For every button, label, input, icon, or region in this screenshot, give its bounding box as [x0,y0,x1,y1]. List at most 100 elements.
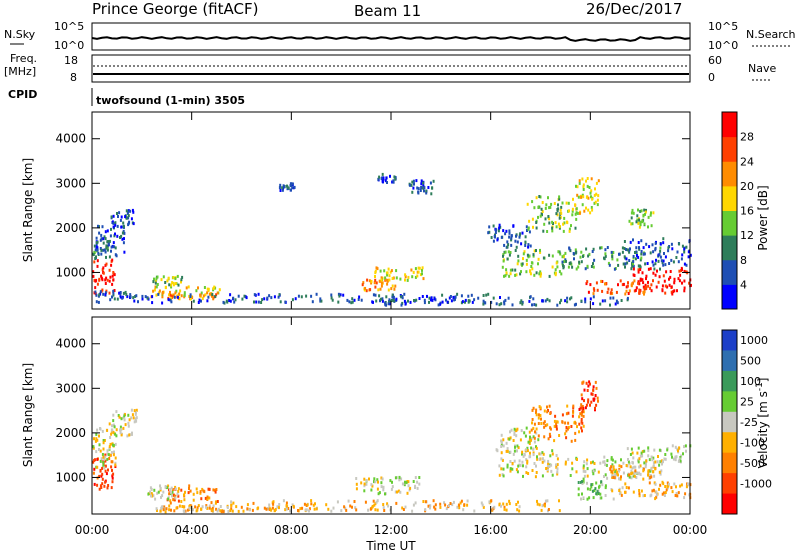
range-gate-cell [212,297,215,301]
range-gate-cell [590,195,592,199]
range-gate-cell [556,457,559,461]
range-gate-cell [101,288,104,292]
range-gate-cell [412,179,415,183]
range-gate-cell [164,281,167,284]
range-gate-cell [586,280,589,284]
range-gate-cell [368,477,370,481]
range-gate-cell [611,257,614,261]
range-gate-cell [561,262,564,266]
range-gate-cell [422,277,425,281]
range-gate-cell [506,240,509,244]
range-gate-cell [647,469,650,473]
range-gate-cell [232,296,235,300]
range-gate-cell [492,239,495,243]
range-gate-cell [92,253,95,257]
range-gate-cell [401,296,404,300]
range-gate-cell [98,443,101,447]
range-gate-cell [245,296,248,300]
range-gate-cell [413,299,415,302]
range-gate-cell [267,507,270,510]
range-gate-cell [581,406,584,410]
range-gate-cell [403,483,406,487]
range-gate-cell [510,238,513,242]
range-gate-cell [620,465,623,469]
range-gate-cell [683,445,685,449]
ytick-label: 4000 [55,337,86,351]
range-gate-cell [622,461,625,465]
range-gate-cell [102,455,105,459]
range-gate-cell [535,445,537,449]
range-gate-cell [108,279,111,283]
range-gate-cell [114,442,117,446]
range-gate-cell [385,278,387,282]
range-gate-cell [470,293,473,297]
range-gate-cell [105,289,108,293]
range-gate-cell [604,463,607,467]
range-gate-cell [585,462,588,466]
range-gate-cell [560,298,563,302]
range-gate-cell [210,501,213,505]
range-gate-cell [541,299,544,303]
range-gate-cell [173,295,176,299]
range-gate-cell [104,250,107,254]
range-gate-cell [313,507,316,511]
range-gate-cell [411,509,414,513]
range-gate-cell [227,510,230,513]
range-gate-cell [273,295,276,299]
range-gate-cell [564,251,567,255]
range-gate-cell [314,502,316,506]
range-gate-cell [508,499,511,503]
range-gate-cell [100,457,103,461]
range-gate-cell [533,440,536,444]
range-gate-cell [482,302,485,306]
range-gate-cell [628,473,631,477]
range-gate-cell [100,486,103,489]
range-gate-cell [101,482,104,486]
range-gate-cell [539,274,542,278]
range-gate-cell [449,295,452,298]
range-gate-cell [123,231,126,235]
range-gate-cell [589,191,592,195]
range-gate-cell [558,225,561,228]
range-gate-cell [174,487,177,491]
range-gate-cell [567,425,570,429]
range-gate-cell [102,439,105,442]
range-gate-cell [631,208,634,212]
range-gate-cell [170,300,173,304]
range-gate-cell [96,457,99,461]
range-gate-cell [500,443,503,447]
range-gate-cell [637,241,640,244]
range-gate-cell [673,482,676,486]
range-gate-cell [416,274,419,278]
range-gate-cell [375,281,378,285]
range-gate-cell [421,268,423,272]
range-gate-cell [132,222,135,226]
range-gate-cell [639,464,642,468]
range-gate-cell [378,279,381,283]
range-gate-cell [445,507,448,511]
range-gate-cell [609,467,612,471]
range-gate-cell [638,471,641,475]
range-gate-cell [152,289,155,293]
range-gate-cell [564,432,567,436]
range-gate-cell [580,299,583,303]
range-gate-cell [235,505,238,509]
range-gate-cell [490,236,493,239]
range-gate-cell [418,476,421,479]
range-gate-cell [594,394,597,397]
range-gate-cell [514,249,517,252]
range-gate-cell [198,298,201,302]
range-gate-cell [651,458,654,462]
colorbar-swatch [722,161,737,187]
range-gate-cell [535,427,538,431]
range-gate-cell [228,299,231,302]
range-gate-cell [362,281,365,285]
range-gate-cell [548,432,551,436]
nsky-series [91,36,691,42]
range-gate-cell [319,297,322,301]
range-gate-cell [251,508,254,512]
range-gate-cell [192,299,195,303]
range-gate-cell [278,293,281,297]
range-gate-cell [422,186,424,190]
range-gate-cell [358,295,361,299]
